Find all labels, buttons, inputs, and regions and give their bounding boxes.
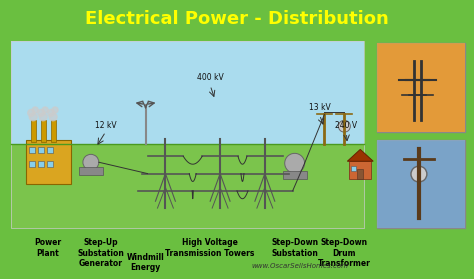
Text: Step-Down
Drum
Transformer: Step-Down Drum Transformer xyxy=(318,238,371,268)
Circle shape xyxy=(47,109,55,116)
Text: Power
Plant: Power Plant xyxy=(35,238,62,258)
Bar xyxy=(283,171,307,179)
Bar xyxy=(11,41,364,144)
Bar xyxy=(377,140,465,228)
Bar xyxy=(349,161,371,179)
Bar xyxy=(351,166,356,171)
Circle shape xyxy=(29,113,37,121)
Circle shape xyxy=(28,109,35,116)
Circle shape xyxy=(338,120,350,132)
Circle shape xyxy=(37,109,45,116)
Bar xyxy=(31,120,36,141)
Bar xyxy=(51,120,56,141)
Bar xyxy=(79,167,103,175)
Bar xyxy=(29,147,35,153)
Polygon shape xyxy=(347,149,373,161)
Bar xyxy=(38,147,44,153)
Bar xyxy=(11,41,364,228)
Circle shape xyxy=(285,153,305,173)
Text: Windmill
Energy: Windmill Energy xyxy=(127,253,164,272)
Bar xyxy=(47,147,53,153)
Circle shape xyxy=(83,154,99,170)
Bar xyxy=(377,43,465,132)
Bar xyxy=(26,140,71,184)
Circle shape xyxy=(52,107,58,113)
Bar xyxy=(47,161,53,167)
Circle shape xyxy=(49,113,57,121)
Bar xyxy=(38,161,44,167)
Text: Step-Up
Substation
Generator: Step-Up Substation Generator xyxy=(77,238,124,268)
Bar xyxy=(377,140,465,228)
Circle shape xyxy=(32,107,38,113)
Circle shape xyxy=(411,166,427,182)
Text: www.OscarSellsHomes.com: www.OscarSellsHomes.com xyxy=(251,263,348,269)
Bar xyxy=(11,144,364,228)
Bar xyxy=(377,43,465,132)
Text: 240 V: 240 V xyxy=(335,121,357,130)
Text: High Voltage
Transmission Towers: High Voltage Transmission Towers xyxy=(165,238,255,258)
Bar xyxy=(41,120,46,141)
Text: 400 kV: 400 kV xyxy=(197,73,224,82)
Text: 13 kV: 13 kV xyxy=(309,103,330,112)
Text: Step-Down
Substation: Step-Down Substation xyxy=(271,238,318,258)
Text: 12 kV: 12 kV xyxy=(95,121,117,130)
Circle shape xyxy=(39,113,47,121)
Circle shape xyxy=(42,107,48,113)
Text: Electrical Power - Distribution: Electrical Power - Distribution xyxy=(85,10,389,28)
Bar xyxy=(29,161,35,167)
Bar xyxy=(357,169,363,179)
